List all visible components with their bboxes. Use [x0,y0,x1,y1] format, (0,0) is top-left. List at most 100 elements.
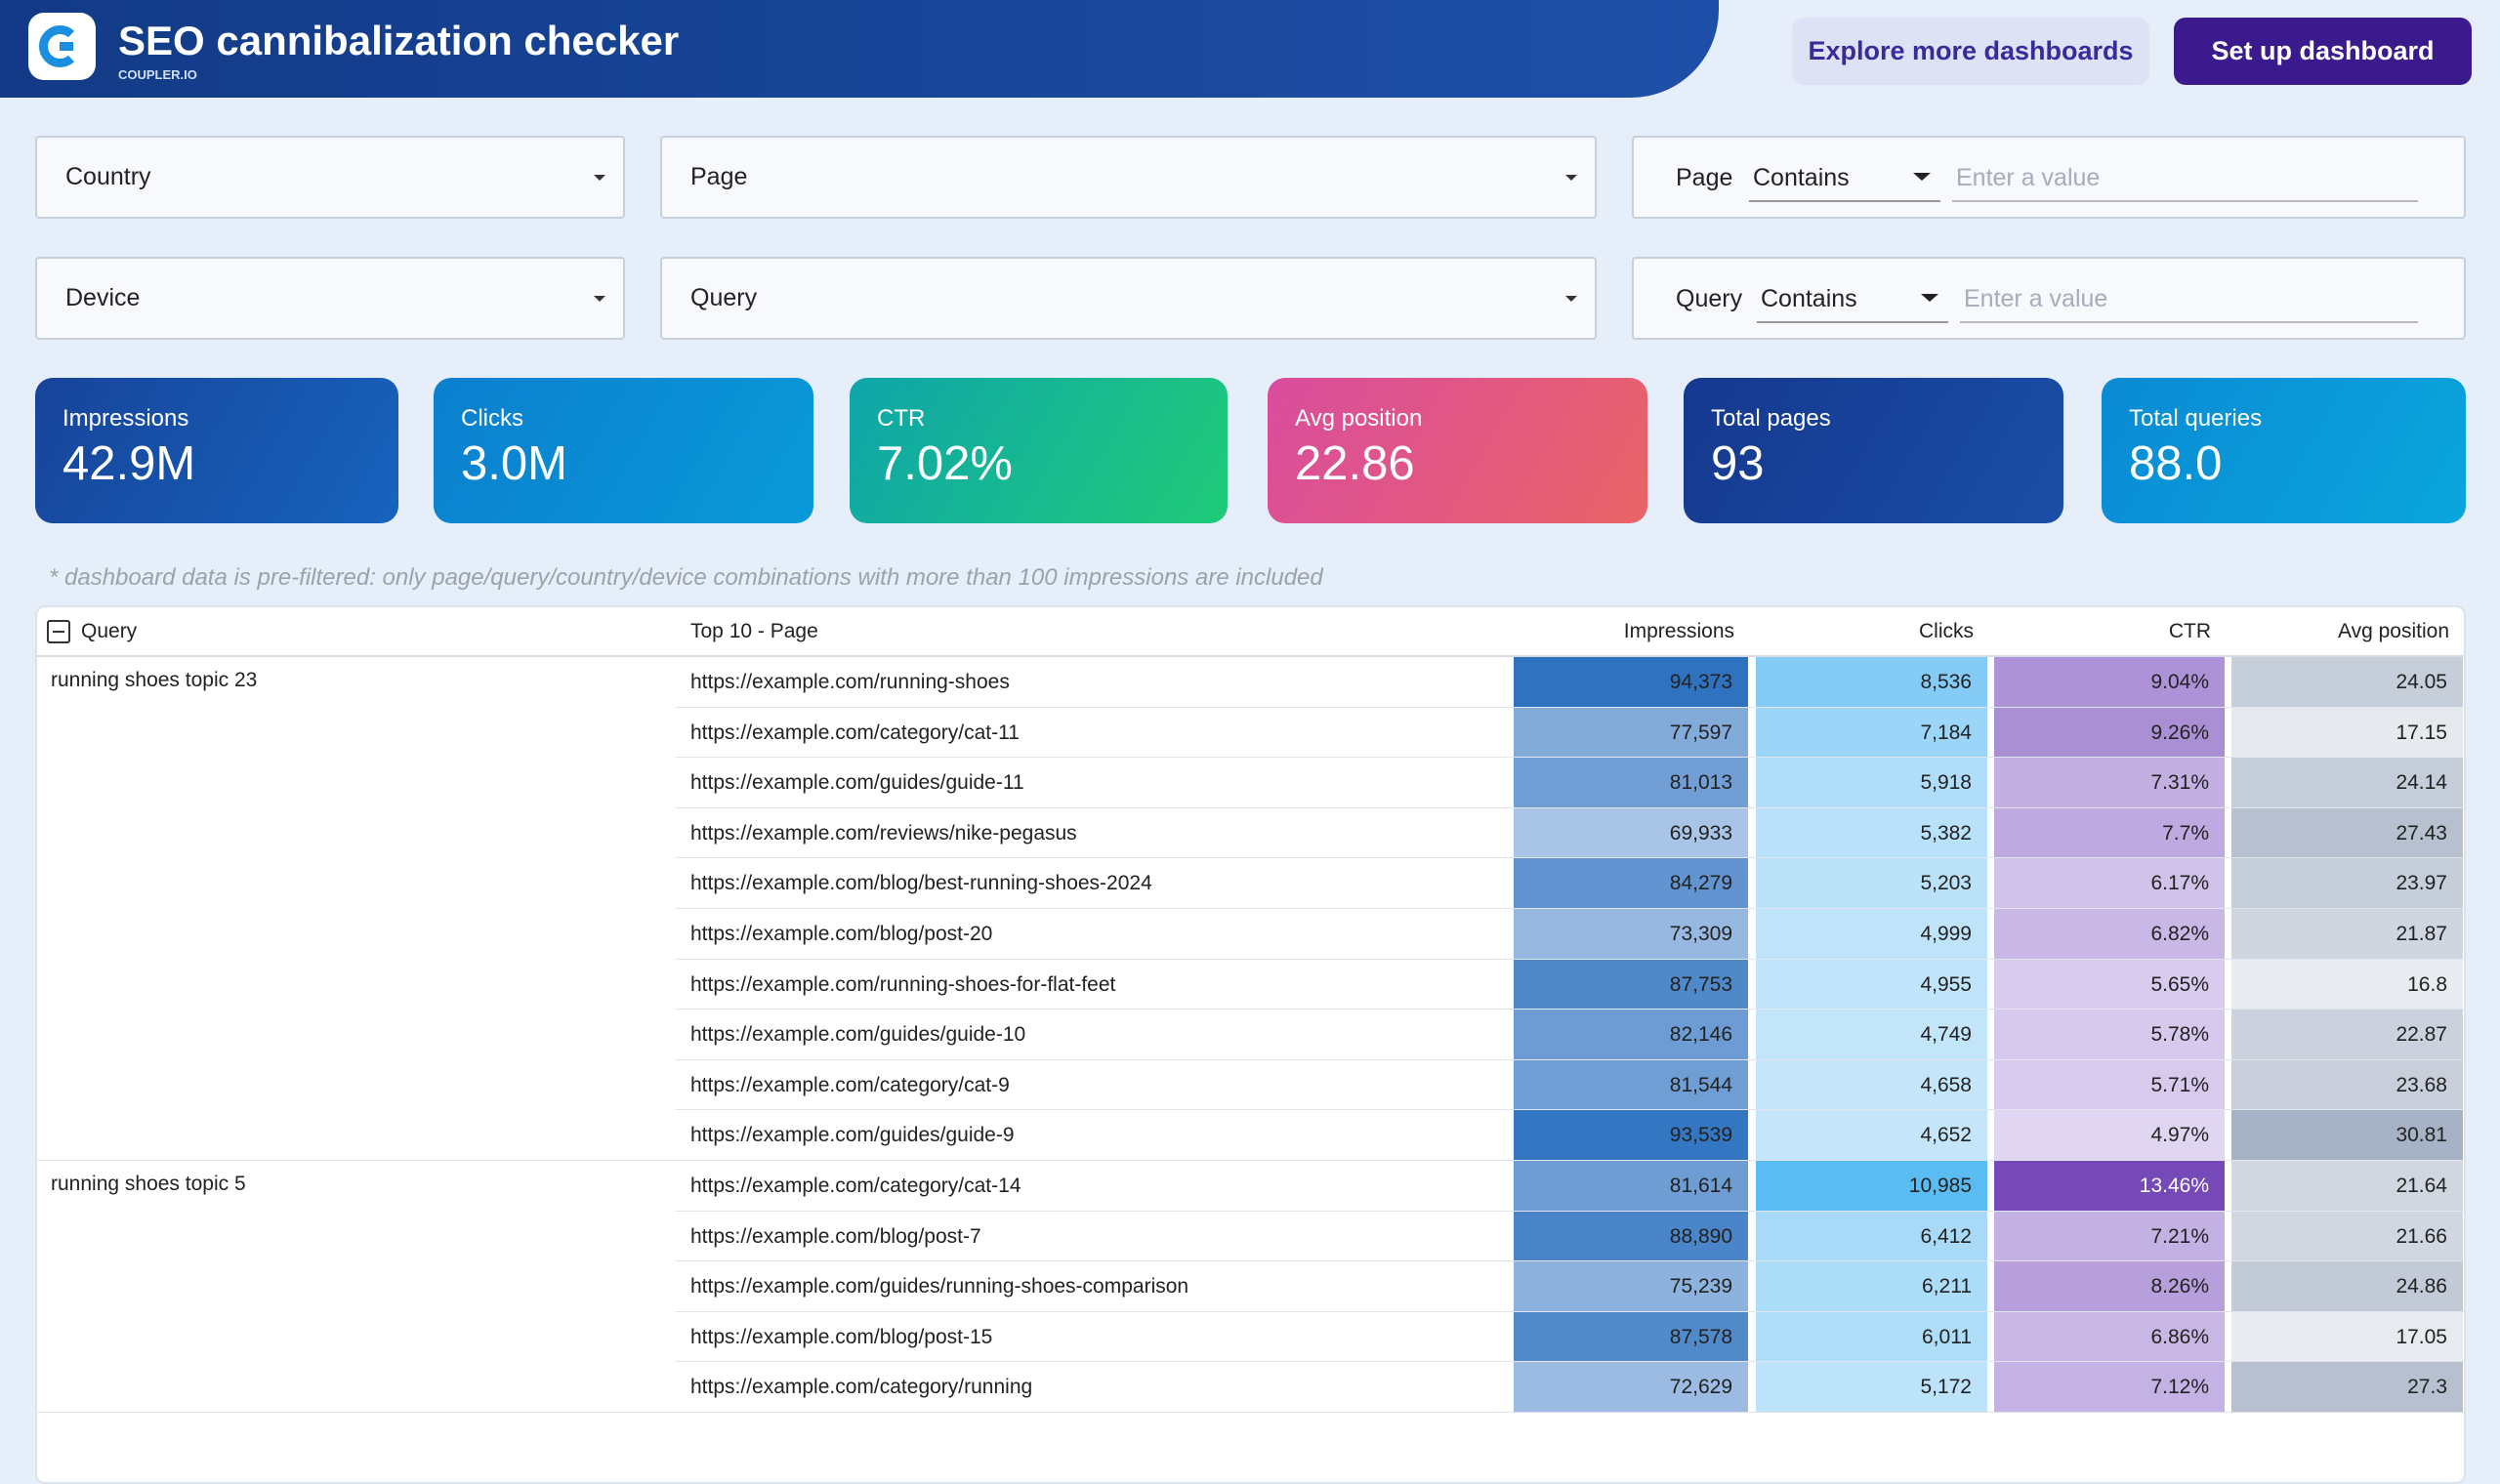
metric-cell: 84,279 [1514,858,1748,908]
metric-cell: 7.12% [1994,1362,2225,1412]
logo-icon [28,13,96,80]
metric-cell: 16.8 [2231,960,2463,1010]
kpi-label: Avg position [1295,405,1647,433]
kpi-value: 22.86 [1295,436,1647,491]
metric-cell: 24.86 [2231,1261,2463,1311]
metric-cell: 6,211 [1756,1261,1987,1311]
metric-cell: 10,985 [1756,1161,1987,1211]
metric-cell: 8,536 [1756,657,1987,707]
page-text-filter: Page Contains Enter a value [1632,136,2466,219]
operator-select[interactable]: Contains [1757,274,1948,323]
page-dropdown[interactable]: Page [660,136,1597,219]
operator: Contains [1753,164,1850,192]
page-cell: https://example.com/blog/post-7 [690,1212,981,1262]
column-header: Query [81,607,137,655]
brand: COUPLER.IO [118,67,197,82]
metric-cell: 9.04% [1994,657,2225,707]
metric-cell: 24.14 [2231,758,2463,807]
metric-cell: 7.31% [1994,758,2225,807]
filter-field: Page [1676,164,1732,192]
metric-cell: 8.26% [1994,1261,2225,1311]
value-input[interactable]: Enter a value [1960,274,2418,323]
metric-cell: 17.15 [2231,708,2463,758]
kpi-value: 3.0M [461,436,813,491]
metric-cell: 94,373 [1514,657,1748,707]
metric-cell: 4,955 [1756,960,1987,1010]
metric-cell: 4,652 [1756,1110,1987,1160]
metric-cell: 73,309 [1514,909,1748,959]
metric-cell: 75,239 [1514,1261,1748,1311]
page-cell: https://example.com/category/running [690,1362,1032,1413]
page-cell: https://example.com/category/cat-11 [690,708,1020,759]
country-dropdown[interactable]: Country [35,136,625,219]
metric-cell: 5.71% [1994,1060,2225,1110]
metric-cell: 81,544 [1514,1060,1748,1110]
metric-cell: 4,749 [1756,1010,1987,1059]
filter-field: Query [1676,285,1742,313]
expand-icon-minus [53,631,64,633]
kpi-value: 93 [1711,436,2063,491]
row-line [37,1412,2466,1413]
logo [28,13,96,80]
page-cell: https://example.com/guides/guide-10 [690,1010,1025,1060]
metric-cell: 6.82% [1994,909,2225,959]
page-cell: https://example.com/blog/best-running-sh… [690,858,1152,909]
page-cell: https://example.com/running-shoes [690,657,1010,708]
metric-cell: 23.97 [2231,858,2463,908]
metric-cell: 6.17% [1994,858,2225,908]
metric-cell: 4,999 [1756,909,1987,959]
query-cell: running shoes topic 5 [51,1173,246,1196]
metric-cell: 5,382 [1756,808,1987,858]
kpi-card: Clicks 3.0M [434,378,813,523]
table: QueryTop 10 - PageImpressionsClicksCTRAv… [35,605,2466,1484]
query-cell: running shoes topic 23 [51,669,257,692]
page: SEO cannibalization checker COUPLER.IO E… [0,0,2500,1433]
device-dropdown[interactable]: Device [35,257,625,340]
query-dropdown[interactable]: Query [660,257,1597,340]
column-header: Top 10 - Page [690,607,818,655]
metric-cell: 7.21% [1994,1212,2225,1261]
metric-cell: 30.81 [2231,1110,2463,1160]
title: SEO cannibalization checker [118,18,679,64]
query-text-filter: Query Contains Enter a value [1632,257,2466,340]
page-cell: https://example.com/category/cat-9 [690,1060,1010,1111]
metric-cell: 27.3 [2231,1362,2463,1412]
column-header: CTR [1994,607,2211,655]
metric-cell: 6,412 [1756,1212,1987,1261]
metric-cell: 21.64 [2231,1161,2463,1211]
column-header: Clicks [1756,607,1974,655]
kpi-card: Avg position 22.86 [1268,378,1647,523]
metric-cell: 9.26% [1994,708,2225,758]
operator-select[interactable]: Contains [1749,153,1940,202]
metric-cell: 7,184 [1756,708,1987,758]
metric-cell: 5,172 [1756,1362,1987,1412]
kpi-label: Clicks [461,405,813,433]
metric-cell: 6,011 [1756,1312,1987,1362]
explore-button[interactable]: Explore more dashboards [1792,18,2149,85]
metric-cell: 69,933 [1514,808,1748,858]
metric-cell: 5.65% [1994,960,2225,1010]
column-header: Impressions [1514,607,1734,655]
page-cell: https://example.com/guides/guide-9 [690,1110,1015,1161]
metric-cell: 21.66 [2231,1212,2463,1261]
kpi-value: 42.9M [62,436,398,491]
page-cell: https://example.com/running-shoes-for-fl… [690,960,1115,1010]
metric-cell: 4,658 [1756,1060,1987,1110]
kpi-label: Impressions [62,405,398,433]
metric-cell: 4.97% [1994,1110,2225,1160]
metric-cell: 5.78% [1994,1010,2225,1059]
metric-cell: 72,629 [1514,1362,1748,1412]
kpi-value: 7.02% [877,436,1228,491]
metric-cell: 6.86% [1994,1312,2225,1362]
kpi-label: CTR [877,405,1228,433]
setup-button[interactable]: Set up dashboard [2174,18,2472,85]
metric-cell: 17.05 [2231,1312,2463,1362]
metric-cell: 93,539 [1514,1110,1748,1160]
page-cell: https://example.com/guides/guide-11 [690,758,1024,808]
metric-cell: 23.68 [2231,1060,2463,1110]
operator: Contains [1761,285,1857,313]
value-input[interactable]: Enter a value [1952,153,2418,202]
page-cell: https://example.com/blog/post-20 [690,909,992,960]
kpi-label: Total pages [1711,405,2063,433]
note: * dashboard data is pre-filtered: only p… [49,564,1323,592]
